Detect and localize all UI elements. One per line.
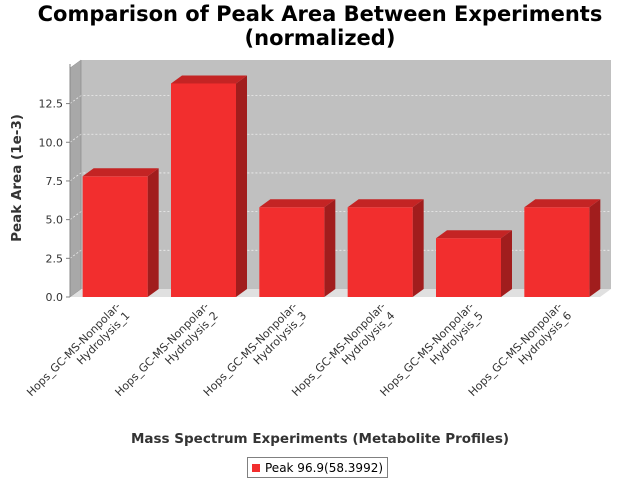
bar-top [259,199,336,208]
bar-face [171,83,236,297]
x-tick-labels: Hops_GC-MS-Nonpolar-Hydrolysis_1Hops_GC-… [24,300,574,399]
bar-face [436,238,501,297]
y-tick-label: 7.5 [46,175,64,188]
legend-label: Peak 96.9(58.3992) [265,460,384,475]
y-axis-label: Peak Area (1e-3) [9,114,25,242]
bar-face [259,207,325,297]
bar [524,199,601,297]
chart-title-line-1: Comparison of Peak Area Between Experime… [37,2,603,26]
bar-top [436,230,512,239]
y-axis: 0.0 2.5 5.0 7.5 10.0 12.5 [39,59,82,304]
chart-title-line-2: (normalized) [244,26,396,50]
bar-face [347,207,413,297]
x-axis-label: Mass Spectrum Experiments (Metabolite Pr… [130,431,510,447]
plot-left-edge [69,59,82,298]
bar-top [82,168,159,177]
y-tick-label: 10.0 [39,136,64,149]
y-tick-label: 2.5 [46,252,64,265]
bar-face [524,207,590,297]
chart-title: Comparison of Peak Area Between Experime… [0,2,640,50]
y-tick-label: 0.0 [46,291,64,304]
bar-top [171,75,247,84]
bar [436,230,512,297]
bar-top [347,199,424,208]
bar [259,199,336,297]
bar [171,75,247,297]
legend: Peak 96.9(58.3992) [247,457,389,478]
bar-top [524,199,601,208]
bar-side [236,75,247,297]
legend-swatch [252,463,260,472]
y-tick-label: 12.5 [39,98,64,111]
x-tick-label-line: Hops_GC-MS-Nonpolar- [24,300,123,399]
bar [347,199,424,297]
bar-side [147,168,159,297]
bar-side [501,230,512,297]
bar-side [324,199,336,297]
bar-face [82,176,148,297]
bar-side [589,199,601,297]
plot-wall [81,60,611,289]
bar-side [412,199,424,297]
bars [82,75,601,297]
bar [82,168,159,297]
y-tick-label: 5.0 [46,214,64,227]
